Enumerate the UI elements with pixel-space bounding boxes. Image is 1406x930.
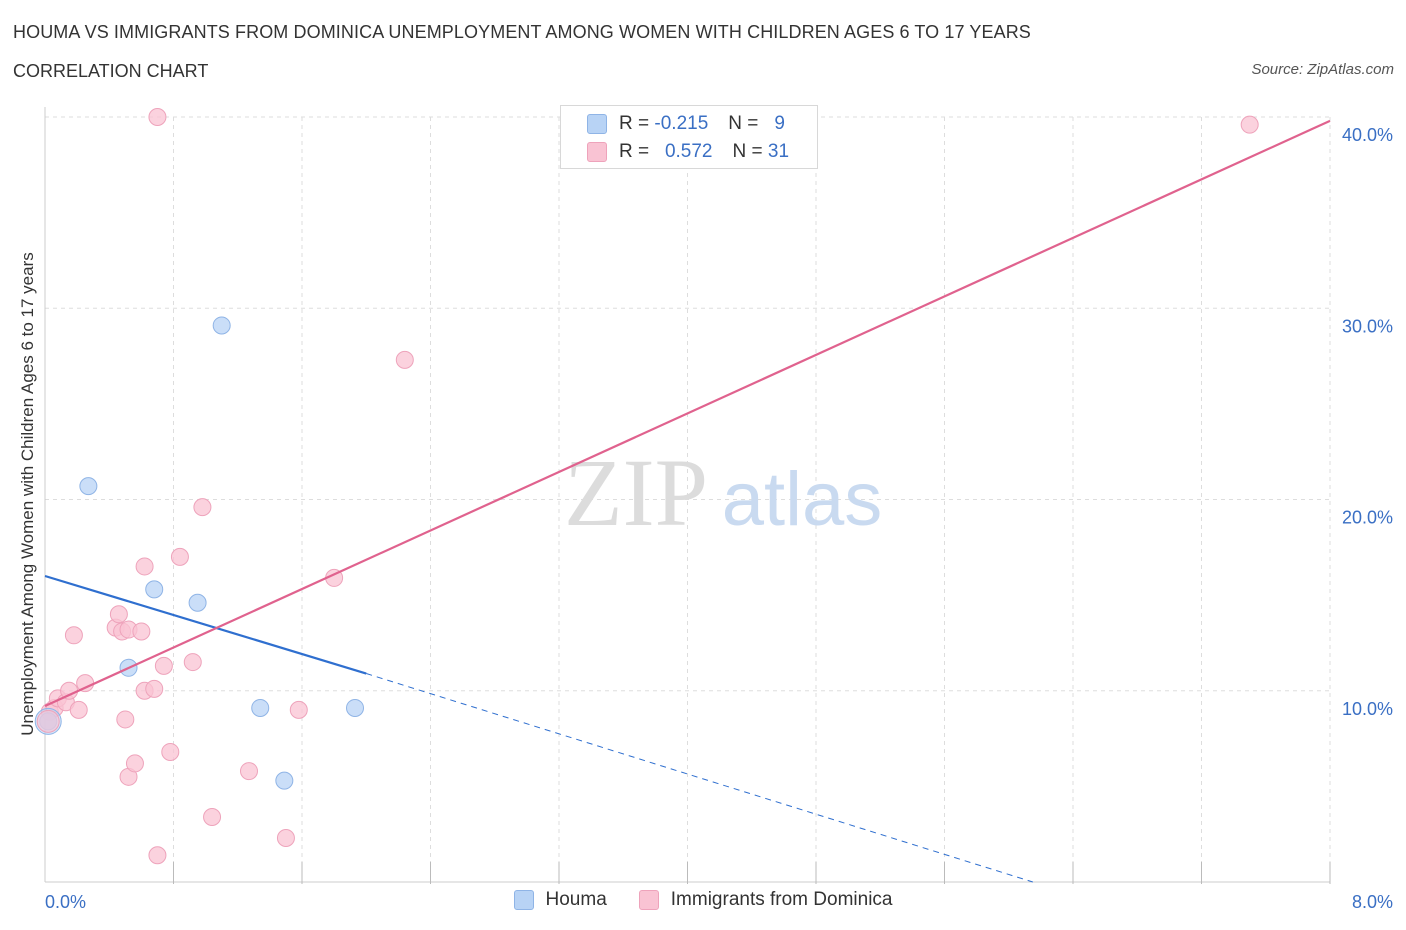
point-dominica-21 bbox=[154, 656, 173, 675]
source-label: Source: ZipAtlas.com bbox=[1251, 61, 1394, 78]
dominica-swatch bbox=[587, 142, 607, 162]
dominica-n-label: N = bbox=[732, 141, 763, 162]
point-dominica-cluster bbox=[36, 709, 60, 733]
legend-item-dominica[interactable]: Immigrants from Dominica bbox=[638, 889, 893, 911]
point-dominica-24 bbox=[183, 653, 202, 672]
x-tick-label-1: 8.0% bbox=[1352, 892, 1393, 912]
point-dominica-27 bbox=[239, 762, 258, 781]
point-houma-7 bbox=[275, 771, 294, 790]
trend-line-dominica bbox=[44, 119, 1331, 708]
point-dominica-7 bbox=[76, 674, 95, 693]
point-dominica-13 bbox=[116, 710, 135, 729]
chart-subtitle: CORRELATION CHART bbox=[13, 61, 209, 81]
axes bbox=[44, 107, 1331, 884]
dominica-r-value: 0.572 bbox=[664, 141, 713, 162]
point-dominica-26 bbox=[203, 807, 222, 826]
point-dominica-28 bbox=[276, 829, 295, 848]
y-tick-label-2: 30.0% bbox=[1342, 316, 1393, 336]
stats-legend: R = -0.215 N = 9 R = 0.572 N = 31 bbox=[560, 105, 818, 169]
point-dominica-9 bbox=[109, 605, 128, 624]
trend-line-houma bbox=[44, 574, 367, 675]
point-dominica-29 bbox=[289, 700, 308, 719]
y-tick-label-1: 20.0% bbox=[1342, 508, 1393, 528]
point-dominica-5 bbox=[64, 626, 83, 645]
y-tick-label-0: 10.0% bbox=[1342, 699, 1393, 719]
legend-row-dominica: R = 0.572 N = 31 bbox=[587, 139, 789, 165]
point-dominica-20 bbox=[148, 846, 167, 865]
houma-r-label: R = bbox=[619, 113, 650, 134]
point-houma-5 bbox=[212, 316, 231, 335]
legend-label-houma: Houma bbox=[545, 889, 607, 910]
point-houma-4 bbox=[188, 593, 207, 612]
dominica-r-label: R = bbox=[619, 141, 650, 162]
legend-label-dominica: Immigrants from Dominica bbox=[670, 889, 893, 910]
houma-swatch bbox=[587, 114, 607, 134]
point-dominica-25 bbox=[193, 498, 212, 517]
point-dominica-23 bbox=[170, 547, 189, 566]
point-houma-6 bbox=[251, 698, 270, 717]
legend-row-houma: R = -0.215 N = 9 bbox=[587, 111, 785, 137]
houma-n-value: 9 bbox=[774, 113, 785, 134]
point-dominica-31 bbox=[395, 350, 414, 369]
x-tick-label-0: 0.0% bbox=[45, 892, 86, 912]
y-axis-label: Unemployment Among Women with Children A… bbox=[18, 252, 37, 736]
point-dominica-22 bbox=[161, 742, 180, 761]
point-dominica-32 bbox=[1240, 115, 1259, 134]
y-tick-label-3: 40.0% bbox=[1342, 125, 1393, 145]
point-dominica-18 bbox=[145, 679, 164, 698]
point-dominica-19 bbox=[148, 108, 167, 126]
trend-lines bbox=[44, 119, 1331, 883]
data-points bbox=[34, 108, 1259, 865]
point-dominica-12 bbox=[132, 622, 151, 641]
houma-r-value: -0.215 bbox=[654, 113, 709, 134]
point-houma-1 bbox=[79, 477, 98, 496]
point-dominica-16 bbox=[135, 557, 154, 576]
chart-title: HOUMA VS IMMIGRANTS FROM DOMINICA UNEMPL… bbox=[13, 22, 1031, 42]
houma-n-label: N = bbox=[728, 113, 759, 134]
point-dominica-15 bbox=[125, 754, 144, 773]
point-houma-3 bbox=[145, 580, 164, 599]
dominica-n-value: 31 bbox=[767, 141, 790, 162]
tick-labels: 10.0% 20.0% 30.0% 40.0% 0.0% 8.0% bbox=[45, 125, 1393, 912]
watermark-zip: ZIP bbox=[564, 439, 708, 546]
trend-line-houma-extension bbox=[366, 673, 1033, 883]
legend-item-houma[interactable]: Houma bbox=[513, 889, 607, 911]
watermark-atlas: atlas bbox=[722, 457, 883, 542]
point-houma-8 bbox=[346, 698, 365, 717]
series-legend: Houma Immigrants from Dominica bbox=[0, 889, 1406, 911]
legend-swatch-houma bbox=[513, 890, 534, 910]
legend-swatch-dominica bbox=[638, 890, 659, 910]
watermark: ZIP atlas bbox=[564, 439, 882, 546]
point-dominica-6 bbox=[69, 700, 88, 719]
